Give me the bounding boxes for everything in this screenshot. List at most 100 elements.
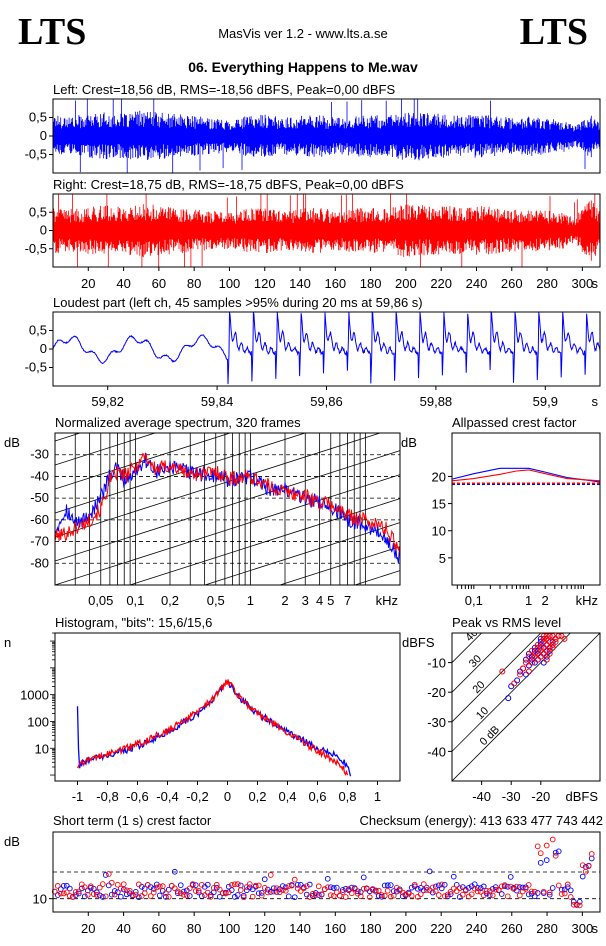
histogram-xtick-label-5: 0 — [224, 789, 231, 804]
short-term-point — [330, 885, 337, 891]
short-term-point — [291, 894, 298, 901]
short-term-point — [549, 885, 556, 891]
loudest-part-xlabel: s — [592, 394, 599, 409]
peak-vs-rms-crest-line-4 — [452, 633, 600, 781]
short-term-point — [333, 884, 340, 891]
short-term-xtick-label-12: 260 — [501, 921, 523, 936]
short-term-point — [345, 886, 352, 892]
peak-vs-rms-xtick-label-0: -40 — [472, 789, 491, 804]
right-waveform-ytick-label-1: 0 — [40, 223, 47, 238]
loudest-part-xtick-label-4: 59,9 — [533, 394, 558, 409]
histogram-xtick-label-1: -0,8 — [96, 789, 118, 804]
short-term-point — [534, 843, 541, 850]
right-waveform-xtick-label-13: 280 — [536, 276, 558, 291]
short-term-point — [441, 893, 448, 899]
spectrum-slope-line — [278, 546, 400, 585]
short-term-point — [249, 893, 256, 900]
short-term-point — [156, 892, 163, 899]
short-term-point — [528, 888, 535, 895]
short-term-xtick-label-11: 240 — [466, 921, 488, 936]
short-term-point — [174, 888, 181, 895]
peak-vs-rms-crest-line-1 — [452, 633, 512, 693]
peak-vs-rms-point — [540, 659, 547, 666]
short-term-point — [147, 893, 154, 899]
short-term-point — [426, 868, 433, 875]
peak-vs-rms-point — [517, 671, 524, 678]
short-term-point — [381, 892, 388, 899]
short-term-point — [195, 887, 202, 894]
short-term-point — [234, 881, 241, 887]
peak-vs-rms-point — [537, 653, 544, 660]
short-term-point — [210, 885, 217, 891]
spectrum-slope-line — [55, 433, 157, 466]
short-term-point — [243, 887, 250, 894]
left-waveform-ytick-label-2: -0,5 — [25, 147, 47, 162]
short-term-point — [81, 893, 88, 900]
short-term-point — [336, 892, 343, 899]
histogram-title: Histogram, "bits": 15,6/15,6 — [55, 615, 212, 630]
short-term-point — [315, 892, 322, 898]
short-term-point — [399, 889, 406, 896]
short-term-point — [375, 887, 382, 894]
short-term-point — [126, 887, 133, 894]
short-term-point — [150, 889, 157, 896]
short-term-point — [81, 884, 88, 891]
short-term-point — [567, 894, 574, 900]
short-term-point — [246, 881, 253, 887]
lts-logo-left: LTS — [18, 11, 86, 53]
short-term-xtick-label-13: 280 — [536, 921, 558, 936]
short-term-point — [267, 872, 274, 878]
short-term-point — [309, 891, 316, 897]
short-term-point — [507, 874, 514, 880]
short-term-point — [234, 892, 241, 898]
spectrum-grid — [55, 433, 400, 585]
short-term-point — [153, 884, 160, 891]
short-term-crest-chart: 10 20 40 60 80 100 120 140 160 180 200 220 240 260 280… — [4, 831, 601, 936]
short-term-point — [78, 881, 85, 888]
short-term-point — [399, 893, 406, 900]
short-term-point — [72, 889, 79, 895]
short-term-xtick-label-1: 40 — [116, 921, 130, 936]
short-term-point — [240, 894, 247, 901]
short-term-point — [381, 882, 388, 889]
short-term-point — [435, 882, 442, 889]
spectrum-chart: -30 -40 -50 -60 -70 -80 0,05 0,1 0,2 0,5 1 2 3 4 5 7 kHz… — [4, 432, 401, 608]
short-term-xtick-label-4: 100 — [219, 921, 241, 936]
short-term-point — [477, 885, 484, 891]
short-term-point — [303, 883, 310, 889]
allpassed-xtick-label-2: 2 — [542, 593, 549, 608]
loudest-part-xtick-label-0: 59,82 — [91, 394, 124, 409]
loudest-part-ytick-label-2: -0,5 — [25, 360, 47, 375]
spectrum-ytick-label-0: -30 — [30, 447, 49, 462]
short-term-point — [474, 885, 481, 891]
lts-logo-right: LTS — [520, 11, 588, 53]
peak-vs-rms-crest-label-2: 20 — [471, 679, 488, 696]
short-term-point — [408, 884, 415, 891]
short-term-point — [546, 889, 553, 896]
allpassed-crest-title: Allpassed crest factor — [452, 415, 577, 430]
short-term-point — [537, 859, 544, 866]
short-term-point — [453, 888, 460, 894]
histogram-xtick-label-4: -0,2 — [186, 789, 208, 804]
short-term-point — [60, 882, 67, 889]
short-term-point — [276, 886, 283, 893]
short-term-point — [318, 891, 325, 898]
short-term-point — [453, 881, 460, 888]
short-term-point — [564, 884, 571, 891]
short-term-point — [225, 889, 232, 896]
short-term-point — [534, 890, 541, 896]
left-waveform-chart: 0,5 0 -0,5 — [25, 98, 601, 174]
peak-vs-rms-point — [561, 635, 568, 642]
histogram-ylabel: n — [4, 635, 11, 650]
short-term-point — [468, 891, 475, 898]
peak-vs-rms-xtick-label-1: -30 — [502, 789, 521, 804]
allpassed-ytick-label-3: 5 — [439, 551, 446, 566]
short-term-point — [543, 857, 550, 863]
short-term-point — [486, 892, 493, 899]
short-term-point — [246, 884, 253, 891]
short-term-point — [459, 891, 466, 898]
right-waveform-xtick-label-4: 100 — [219, 276, 241, 291]
short-term-point — [342, 894, 349, 900]
short-term-point — [483, 888, 490, 894]
